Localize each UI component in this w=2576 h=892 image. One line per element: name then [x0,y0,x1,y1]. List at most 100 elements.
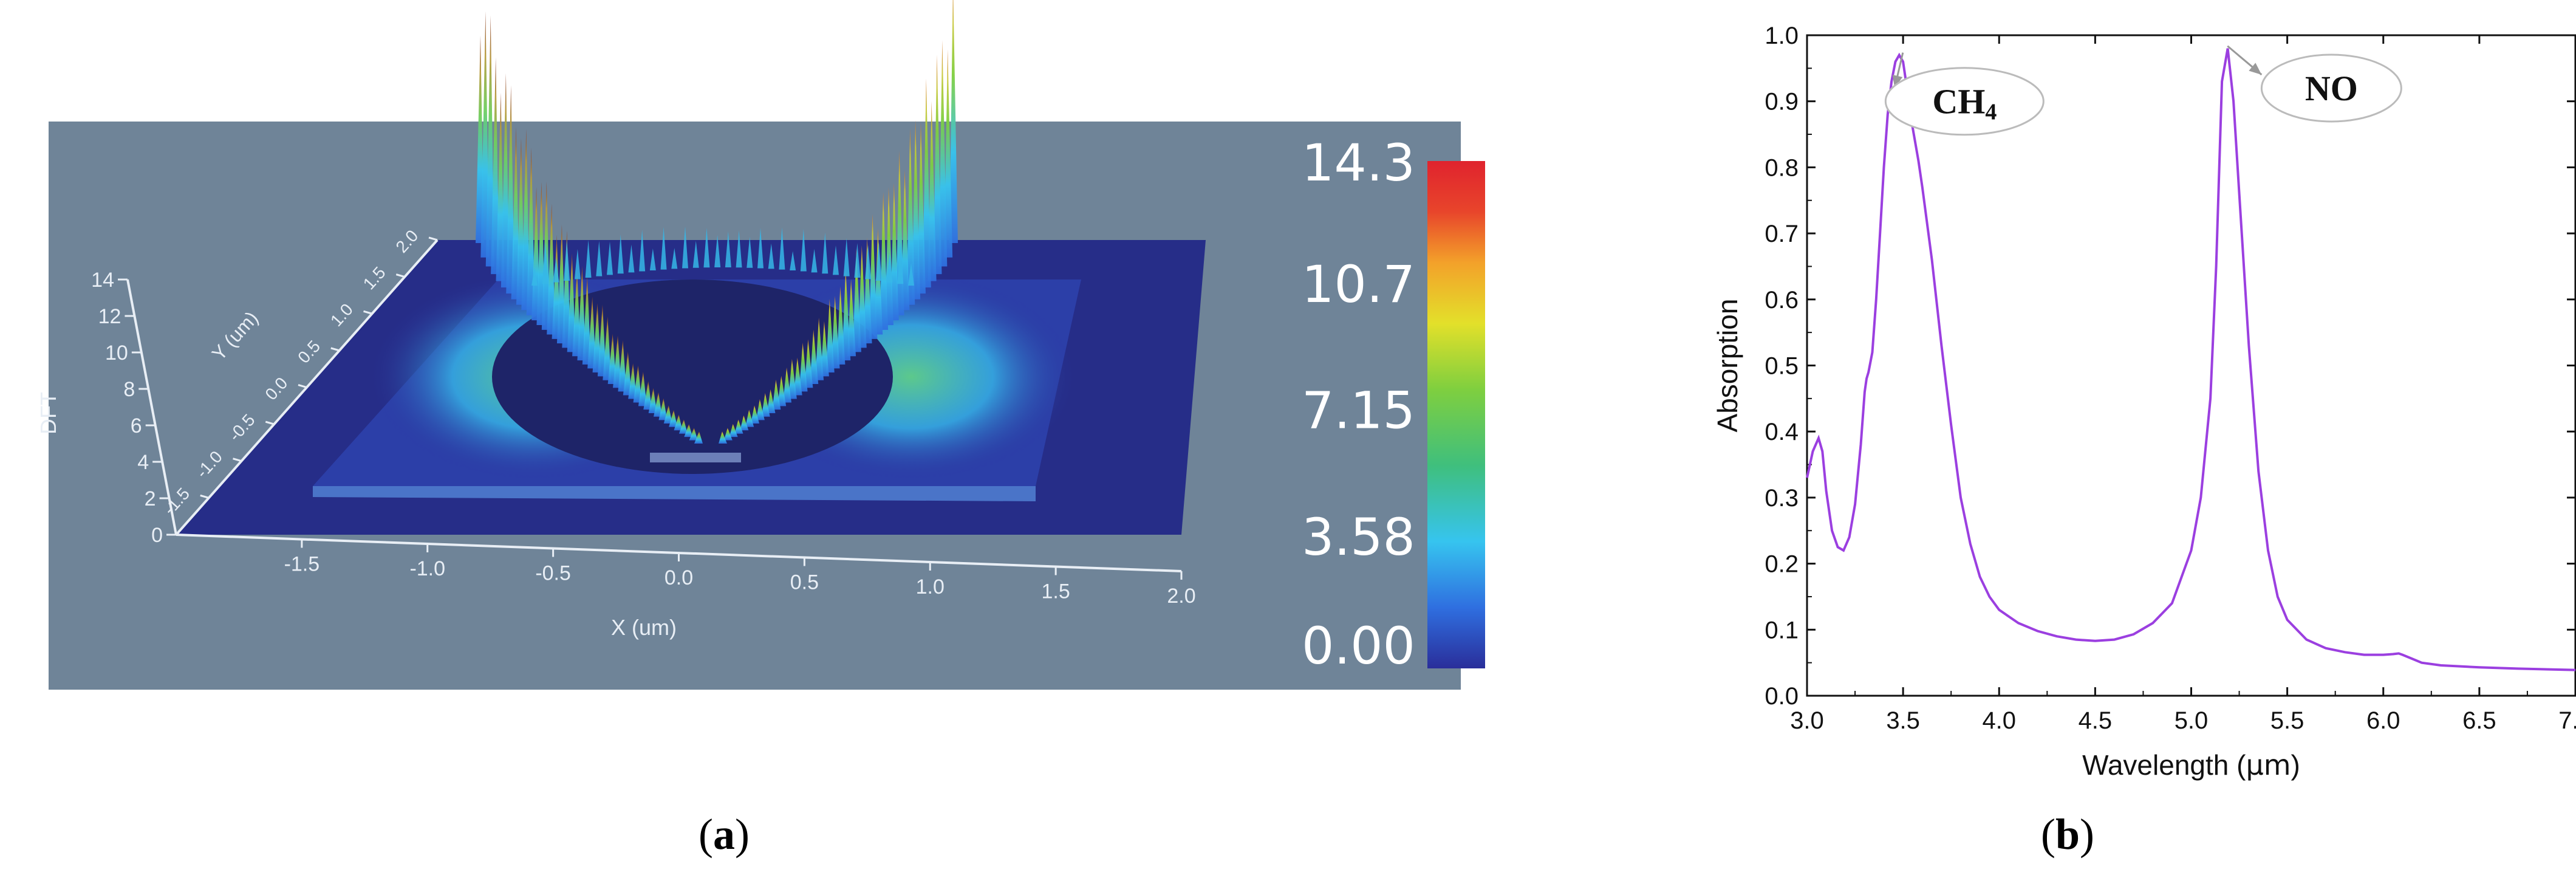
disk-base [650,453,741,462]
y-axis-label: Absorption [1712,299,1743,433]
y-tick-mark [395,273,405,278]
field-spike [863,237,872,344]
colorbar-ticks: 14.3 10.7 7.15 3.58 0.00 [1302,133,1415,676]
y-tick-mark [265,420,275,425]
x-tick-label: 5.5 [2270,707,2304,734]
field-spike [649,249,656,270]
field-spike [858,245,867,348]
y-tick-mark [298,384,307,388]
x-tick-label: 0.5 [790,571,819,594]
field-spike [501,73,510,288]
y-tick-mark [363,310,372,315]
x-axis-label: Wavelength (μm) [2082,749,2300,781]
field-spike [714,235,721,268]
field-spike [746,236,753,268]
field-spike [719,431,727,444]
field-spike [567,253,576,352]
field-spike [694,431,703,444]
plot-frame [1806,34,2576,697]
z-axis-line [126,279,177,535]
field-spike [734,419,743,434]
field-spike [815,317,824,380]
z-tick-label: 10 [105,341,128,365]
field-spike [592,303,601,372]
absorption-line-chart: 3.0 3.5 4.0 4.5 5.0 5.5 6.0 6.5 7.0 0.0 0.1 0.2 0.3 0… [1712,22,2576,781]
y-tick-mark [233,458,242,462]
field-spike [521,129,530,310]
field-spike [917,122,926,294]
x-tick-label: 5.0 [2175,707,2209,734]
field-spike [745,410,754,427]
y-tick-label: 0.7 [1765,221,1799,247]
panel-a: 0 2 4 6 8 10 12 14 DFT -1.5 -1.0 -0.5 0.0 0.5 1.0 1.5… [36,0,1485,690]
field-spike [572,269,581,357]
field-spike [671,248,678,269]
field-spike [585,240,592,278]
field-spikes [476,0,958,444]
z-tick-label: 8 [123,378,135,401]
annotation-arrowhead [2249,63,2262,75]
x-tick-label: 6.5 [2462,707,2496,734]
field-spike [542,241,548,284]
field-spike [928,101,937,281]
absorption-series-line [1806,48,2576,671]
x-tick-label: -1.5 [284,553,320,576]
field-spike [723,428,733,441]
field-spike [756,399,765,420]
field-spike [618,340,627,392]
field-spike [638,371,647,407]
field-spike [476,35,484,243]
field-spike [875,242,882,281]
field-spike [825,298,835,372]
field-spike [725,231,731,268]
y-tick-label: 0.2 [1765,551,1799,578]
colorbar-tick-label: 7.15 [1302,381,1415,441]
field-spike [582,275,591,365]
field-spike [623,351,632,396]
field-spike [639,230,646,272]
field-spike [643,381,652,410]
y-tick-label: 0.9 [1765,89,1799,115]
annotation-ch: CH4 [1884,52,2045,136]
y-tick-label: 0.5 [1765,353,1799,380]
field-spike [884,187,893,326]
field-spike [933,55,942,275]
field-spike [886,253,893,283]
field-spike [944,49,953,258]
field-spike [906,128,915,305]
field-spike [684,424,693,437]
field-spike [938,40,948,267]
field-spike [757,228,764,269]
z-tick-label: 4 [137,451,149,474]
field-spike [678,419,688,434]
surface-plot-3d: 0 2 4 6 8 10 12 14 DFT -1.5 -1.0 -0.5 0.0 0.5 1.0 1.5… [36,0,1485,690]
colorbar [1427,161,1485,668]
colorbar-tick-label: 10.7 [1302,255,1415,314]
field-spike [607,241,613,275]
field-spike [648,388,657,413]
field-spike [633,365,642,403]
x-tick-label: 4.0 [1982,707,2016,734]
field-spike [485,15,494,267]
z-tick-label: 2 [145,487,156,510]
field-spike [553,258,559,283]
field-spike [597,304,606,377]
field-spike [768,243,774,269]
field-spike [869,213,878,339]
colorbar-tick-label: 3.58 [1302,507,1415,567]
z-axis-label: DFT [36,392,61,434]
field-spike [628,363,637,399]
field-spike [897,242,904,284]
x-tick-label: 2.0 [1167,585,1195,608]
y-tick-label: 0.8 [1765,154,1799,181]
z-tick-label: 0 [151,524,163,547]
field-spike [811,249,818,273]
field-spike [822,232,828,274]
x-tick-label: 6.0 [2366,707,2400,734]
field-spike [777,376,787,407]
field-spike [674,414,683,431]
field-spike [772,379,781,410]
field-spike [603,316,612,380]
field-spike [480,11,490,258]
field-spike [804,339,813,388]
